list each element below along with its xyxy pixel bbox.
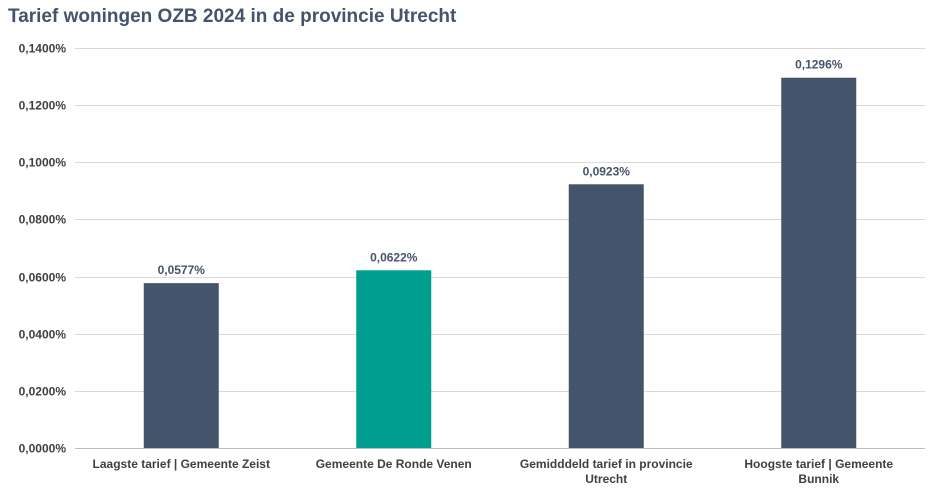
y-tick-label: 0,1200% (19, 99, 67, 113)
x-tick-label: Bunnik (798, 472, 839, 486)
bar (781, 77, 857, 448)
y-axis-labels: 0,0000% 0,0200% 0,0400% 0,0600% 0,0800% 0,100… (19, 42, 67, 456)
y-tick-label: 0,0200% (19, 385, 67, 399)
x-tick-label: Gemeente De Ronde Venen (316, 457, 472, 471)
bar (356, 270, 432, 448)
bar (568, 184, 644, 449)
y-tick-label: 0,0400% (19, 328, 67, 342)
x-tick-label: Gemidddeld tarief in provincie (520, 457, 693, 471)
data-label: 0,0923% (583, 164, 631, 178)
data-label: 0,0622% (370, 250, 418, 264)
chart-title: Tarief woningen OZB 2024 in de provincie… (8, 6, 457, 27)
bars (143, 77, 857, 449)
y-tick-label: 0,1400% (19, 42, 67, 56)
x-tick-label: Utrecht (585, 472, 627, 486)
x-axis-labels: Laagste tarief | Gemeente Zeist Gemeente … (93, 457, 894, 486)
x-tick-label: Laagste tarief | Gemeente Zeist (93, 457, 270, 471)
y-tick-label: 0,0000% (19, 442, 67, 456)
data-label: 0,1296% (795, 58, 843, 72)
x-tick-label: Hoogste tarief | Gemeente (744, 457, 893, 471)
y-tick-label: 0,1000% (19, 156, 67, 170)
data-label: 0,0577% (158, 263, 206, 277)
bar (143, 283, 219, 448)
y-tick-label: 0,0600% (19, 271, 67, 285)
y-tick-label: 0,0800% (19, 213, 67, 227)
data-labels: 0,0577% 0,0622% 0,0923% 0,1296% (158, 58, 843, 277)
